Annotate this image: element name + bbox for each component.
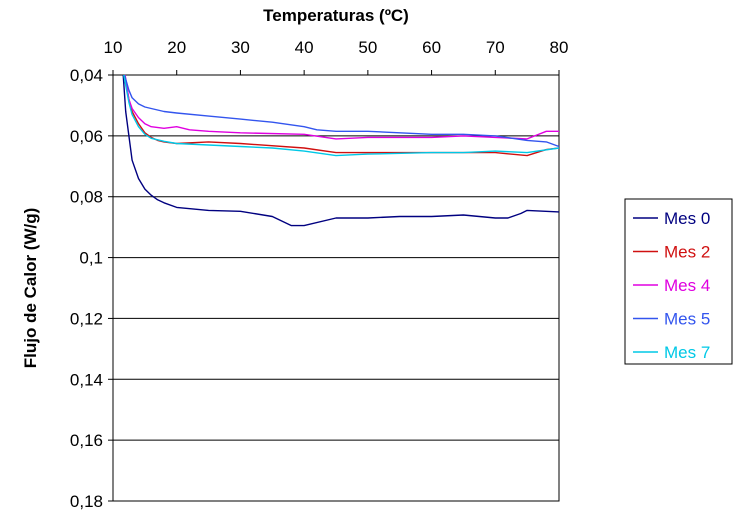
x-axis-title: Temperaturas (ºC): [263, 6, 409, 25]
x-tick-label: 70: [486, 38, 505, 57]
x-tick-labels: 10 20 30 40 50 60 70 80: [104, 38, 569, 75]
series-line-mes-0: [122, 74, 560, 227]
legend-box: [624, 198, 733, 365]
legend-label-mes-0: Mes 0: [664, 209, 710, 228]
series-line-mes-7: [123, 74, 560, 157]
x-tick-label: 10: [104, 38, 123, 57]
x-tick-label: 40: [295, 38, 314, 57]
x-tick-label: 60: [422, 38, 441, 57]
series-line-mes-4: [124, 74, 559, 140]
series-line-mes-2: [123, 74, 560, 157]
y-tick-label: 0,18: [70, 492, 103, 511]
plot-area-frame: [112, 74, 560, 502]
legend-label-mes-7: Mes 7: [664, 343, 710, 362]
x-tick-label: 50: [358, 38, 377, 57]
legend-label-mes-5: Mes 5: [664, 310, 710, 329]
series-line-mes-5: [123, 74, 560, 148]
y-tick-label: 0,14: [70, 370, 103, 389]
y-tick-label: 0,06: [70, 127, 103, 146]
x-tick-label: 30: [231, 38, 250, 57]
y-axis-title: Flujo de Calor (W/g): [21, 208, 40, 369]
y-tick-label: 0,08: [70, 188, 103, 207]
legend-label-mes-4: Mes 4: [664, 276, 710, 295]
y-tick-label: 0,04: [70, 66, 103, 85]
y-tick-labels: 0,04 0,06 0,08 0,1 0,12 0,14 0,16 0,18: [70, 66, 103, 511]
y-tick-label: 0,12: [70, 309, 103, 328]
x-tick-label: 80: [550, 38, 569, 57]
legend: Mes 0 Mes 2 Mes 4 Mes 5 Mes 7: [624, 198, 733, 365]
y-tick-label: 0,1: [79, 249, 103, 268]
legend-label-mes-2: Mes 2: [664, 243, 710, 262]
series-lines: [122, 74, 560, 227]
x-tick-label: 20: [167, 38, 186, 57]
y-tick-label: 0,16: [70, 431, 103, 450]
